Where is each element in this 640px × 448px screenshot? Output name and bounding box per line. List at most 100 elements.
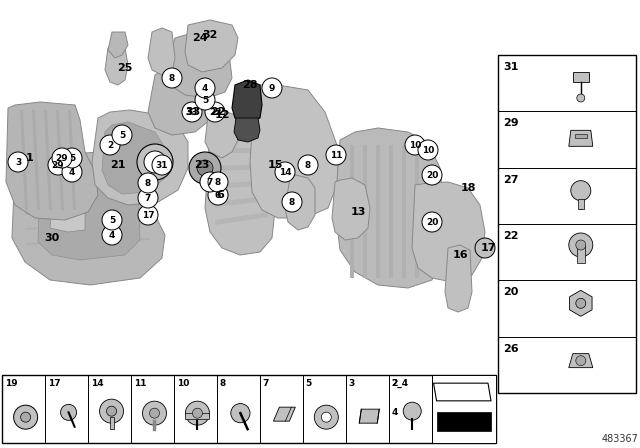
Polygon shape	[234, 118, 260, 142]
Text: 33: 33	[186, 108, 198, 116]
Polygon shape	[389, 145, 393, 278]
Bar	[575, 134, 587, 138]
Circle shape	[143, 401, 166, 425]
Circle shape	[422, 212, 442, 232]
Text: 22: 22	[209, 108, 221, 116]
Circle shape	[321, 412, 332, 422]
Circle shape	[144, 151, 166, 173]
Polygon shape	[92, 110, 188, 205]
Polygon shape	[445, 245, 472, 312]
Polygon shape	[335, 128, 445, 288]
Text: 33: 33	[186, 107, 200, 117]
Bar	[578, 198, 584, 209]
Text: 13: 13	[350, 207, 365, 217]
Polygon shape	[350, 145, 354, 278]
Circle shape	[200, 172, 220, 192]
Text: 9: 9	[269, 83, 275, 92]
Text: 8: 8	[215, 177, 221, 186]
Polygon shape	[25, 238, 150, 245]
Polygon shape	[6, 102, 98, 220]
Circle shape	[13, 405, 38, 429]
Text: 5: 5	[306, 379, 312, 388]
Text: 21: 21	[110, 160, 125, 170]
Circle shape	[298, 155, 318, 175]
Polygon shape	[363, 145, 367, 278]
Text: 31: 31	[156, 160, 168, 169]
Polygon shape	[359, 409, 380, 423]
Text: 6: 6	[215, 190, 221, 199]
Polygon shape	[215, 148, 268, 153]
Text: 26: 26	[503, 344, 518, 353]
Polygon shape	[165, 33, 232, 98]
Circle shape	[571, 181, 591, 201]
Text: 29: 29	[503, 118, 518, 128]
Text: 14: 14	[278, 168, 291, 177]
Text: 3: 3	[15, 158, 21, 167]
Text: 483367: 483367	[601, 434, 638, 444]
Text: 4: 4	[392, 408, 398, 417]
Polygon shape	[569, 353, 593, 368]
Text: 8: 8	[169, 73, 175, 82]
Polygon shape	[25, 208, 150, 215]
Bar	[186, 413, 209, 419]
Text: 20: 20	[426, 217, 438, 227]
Polygon shape	[273, 407, 296, 421]
Circle shape	[208, 172, 228, 192]
Polygon shape	[68, 110, 76, 210]
Polygon shape	[412, 182, 485, 282]
Circle shape	[418, 140, 438, 160]
Circle shape	[112, 125, 132, 145]
Circle shape	[8, 152, 28, 172]
Polygon shape	[332, 178, 370, 240]
Text: 10: 10	[409, 141, 421, 150]
Text: 12: 12	[214, 110, 230, 120]
Circle shape	[326, 145, 346, 165]
Text: 2_4: 2_4	[392, 379, 409, 388]
Circle shape	[475, 238, 495, 258]
Polygon shape	[148, 28, 175, 75]
Circle shape	[576, 298, 586, 308]
Polygon shape	[570, 290, 592, 316]
Text: 30: 30	[44, 233, 60, 243]
Polygon shape	[205, 128, 275, 255]
Polygon shape	[185, 20, 238, 72]
Circle shape	[62, 162, 82, 182]
Text: 29: 29	[52, 160, 64, 169]
Text: 4: 4	[69, 168, 75, 177]
Circle shape	[205, 102, 225, 122]
Circle shape	[195, 78, 215, 98]
Polygon shape	[56, 110, 64, 210]
Polygon shape	[44, 110, 52, 210]
Circle shape	[405, 135, 425, 155]
Text: 2: 2	[392, 379, 398, 388]
Bar	[498, 55, 636, 393]
Text: 31: 31	[503, 62, 518, 72]
Text: 8: 8	[305, 160, 311, 169]
Circle shape	[197, 160, 213, 176]
Text: 14: 14	[91, 379, 104, 388]
Circle shape	[102, 210, 122, 230]
Bar	[577, 245, 585, 263]
Text: 20: 20	[503, 287, 518, 297]
Polygon shape	[205, 110, 238, 158]
Text: 11: 11	[134, 379, 147, 388]
Polygon shape	[32, 110, 40, 210]
Polygon shape	[25, 223, 150, 230]
Polygon shape	[215, 212, 268, 225]
Circle shape	[138, 173, 158, 193]
Text: 5: 5	[109, 215, 115, 224]
Polygon shape	[376, 145, 380, 278]
Text: 3: 3	[349, 379, 355, 388]
Text: 19: 19	[5, 379, 18, 388]
Bar	[109, 417, 113, 429]
Polygon shape	[569, 130, 593, 146]
Polygon shape	[148, 65, 215, 135]
Circle shape	[576, 356, 586, 366]
Text: 15: 15	[268, 160, 283, 170]
Circle shape	[282, 192, 302, 212]
Text: 1: 1	[26, 153, 34, 163]
Polygon shape	[436, 413, 491, 431]
Text: 10: 10	[422, 146, 434, 155]
Text: 2: 2	[107, 141, 113, 150]
Text: 29: 29	[56, 154, 68, 163]
